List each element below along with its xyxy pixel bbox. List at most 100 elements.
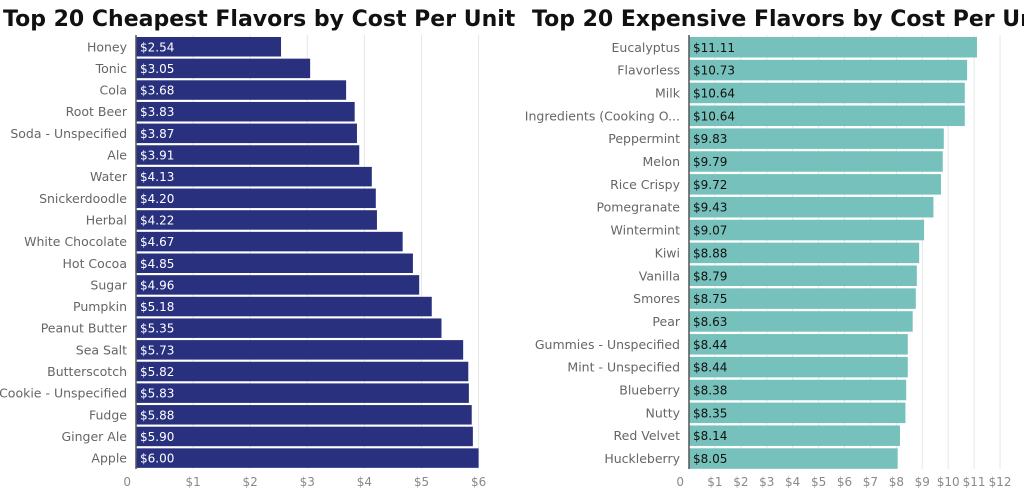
x-tick-label: $3	[759, 475, 774, 489]
bar[interactable]	[136, 123, 357, 144]
category-label: Ingredients (Cooking O...	[525, 108, 680, 123]
bar[interactable]	[689, 425, 900, 446]
category-label: Cookie - Unspecified	[0, 386, 127, 401]
bar[interactable]	[689, 265, 917, 287]
data-label: $5.18	[140, 300, 174, 314]
bar[interactable]	[136, 188, 376, 209]
data-label: $5.73	[140, 343, 174, 357]
bar[interactable]	[136, 210, 377, 230]
bar[interactable]	[689, 105, 965, 127]
bar[interactable]	[689, 448, 898, 469]
bar[interactable]	[136, 253, 413, 274]
bar[interactable]	[136, 383, 469, 403]
bar[interactable]	[689, 219, 925, 241]
data-label: $3.05	[140, 62, 174, 76]
category-label: Ginger Ale	[61, 429, 127, 444]
x-tick-label: $7	[863, 475, 878, 489]
x-tick-label: $1	[185, 475, 200, 489]
category-label: Hot Cocoa	[63, 256, 127, 271]
bar[interactable]	[689, 379, 907, 401]
data-label: $3.83	[140, 105, 174, 119]
category-label: Eucalyptus	[612, 40, 681, 55]
bar[interactable]	[136, 101, 355, 122]
bar[interactable]	[689, 402, 906, 424]
data-label: $2.54	[140, 40, 174, 54]
category-label: Tonic	[95, 61, 128, 76]
data-label: $4.85	[140, 257, 174, 271]
category-label: Peanut Butter	[41, 321, 128, 336]
x-tick-label: $4	[357, 475, 372, 489]
data-label: $8.38	[693, 384, 727, 398]
category-label: Honey	[87, 39, 128, 54]
chart-cheapest: Honey $2.54 Tonic $3.05 Cola $3.68 Root Beer $3…	[0, 35, 486, 489]
data-label: $9.83	[693, 132, 727, 146]
category-label: Rice Crispy	[610, 177, 680, 192]
bar[interactable]	[136, 426, 473, 447]
x-tick-label: $5	[811, 475, 826, 489]
category-label: Flavorless	[617, 63, 680, 78]
bar[interactable]	[136, 318, 442, 338]
data-label: $3.91	[140, 149, 174, 163]
bar[interactable]	[689, 174, 941, 195]
x-tick-label: $8	[889, 475, 904, 489]
x-tick-label: $6	[471, 475, 486, 489]
chart-title-cheapest: Top 20 Cheapest Flavors by Cost Per Unit	[3, 7, 516, 32]
x-tick-label: $2	[243, 475, 258, 489]
bar[interactable]	[689, 128, 944, 149]
category-label: Root Beer	[66, 104, 128, 119]
bar[interactable]	[136, 448, 479, 468]
x-tick-label: $6	[837, 475, 852, 489]
chart-title-expensive: Top 20 Expensive Flavors by Cost Per Uni…	[532, 7, 1024, 32]
data-label: $10.64	[693, 86, 735, 100]
bar[interactable]	[689, 242, 920, 264]
bar[interactable]	[689, 151, 943, 172]
category-label: Pomegranate	[596, 200, 680, 215]
bar[interactable]	[689, 334, 908, 355]
category-label: Pumpkin	[73, 299, 127, 314]
bar[interactable]	[136, 296, 432, 317]
category-label: Fudge	[89, 407, 127, 422]
bar[interactable]	[689, 288, 916, 309]
bar[interactable]	[136, 275, 420, 295]
bar[interactable]	[689, 311, 913, 332]
category-label: Apple	[91, 451, 127, 466]
x-tick-label: $5	[414, 475, 429, 489]
bar[interactable]	[136, 37, 282, 57]
category-label: Pear	[652, 314, 680, 329]
data-label: $10.64	[693, 109, 735, 123]
bar[interactable]	[689, 356, 908, 378]
bar[interactable]	[136, 145, 360, 165]
bar[interactable]	[689, 37, 977, 58]
category-label: Huckleberry	[604, 451, 680, 466]
category-label: Soda - Unspecified	[10, 126, 127, 141]
category-label: Mint - Unspecified	[567, 360, 680, 375]
bar[interactable]	[136, 231, 403, 252]
x-tick-label: $11	[963, 475, 986, 489]
category-label: Water	[90, 169, 128, 184]
category-label: Kiwi	[655, 245, 680, 260]
bar[interactable]	[689, 196, 934, 218]
bar[interactable]	[136, 340, 464, 360]
category-label: Sugar	[90, 277, 127, 292]
bar[interactable]	[136, 58, 311, 79]
bar[interactable]	[136, 166, 372, 187]
category-label: Herbal	[86, 212, 127, 227]
x-tick-label: $2	[733, 475, 748, 489]
data-label: $4.67	[140, 235, 174, 249]
category-label: Red Velvet	[614, 428, 681, 443]
data-label: $10.73	[693, 64, 735, 78]
bar[interactable]	[136, 80, 347, 100]
bar[interactable]	[689, 59, 968, 81]
data-label: $5.88	[140, 408, 174, 422]
category-label: Snickerdoodle	[39, 191, 127, 206]
data-label: $11.11	[693, 41, 735, 55]
category-label: Sea Salt	[76, 342, 127, 357]
data-label: $4.13	[140, 170, 174, 184]
bar[interactable]	[136, 405, 472, 425]
category-label: Peppermint	[608, 131, 680, 146]
bar[interactable]	[689, 82, 965, 104]
category-label: Ale	[107, 148, 127, 163]
bar[interactable]	[136, 361, 469, 382]
category-label: Vanilla	[639, 268, 680, 283]
